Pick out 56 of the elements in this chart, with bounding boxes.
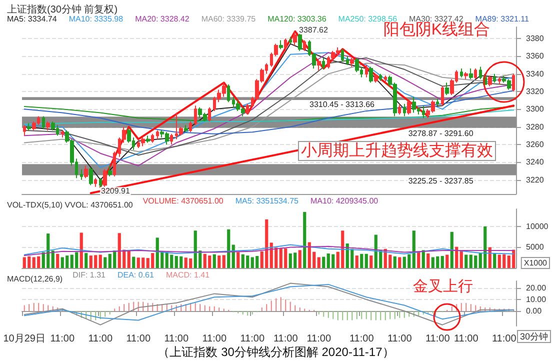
annotation: 小周期上升趋势线支撑有效 xyxy=(301,142,493,160)
chart-title: VOL-TDX(5,10) VVOL: 4370651.00 xyxy=(7,200,134,210)
text: MA10: 4209345.00 xyxy=(310,196,379,206)
text: （上证指数 30分钟线分析图解 2020-11-17） xyxy=(158,345,394,359)
text: VOLUME: 4370651.00 xyxy=(142,196,224,206)
y-tick-label: 3320 xyxy=(526,87,544,96)
text: MA5: 3351534.75 xyxy=(235,196,300,206)
band-label: 3278.87 - 3291.60 xyxy=(408,129,474,138)
x-tick-label: 11:00 xyxy=(454,334,479,344)
band-label: 3225.25 - 3237.85 xyxy=(408,176,474,186)
y-tick-label: 10000 xyxy=(526,222,549,231)
annotation: 金叉上行 xyxy=(413,278,473,295)
x-tick-label: 11:00 xyxy=(88,334,113,344)
text: MA250: 3298.56 xyxy=(338,14,398,24)
band-label: 3310.45 - 3313.66 xyxy=(310,100,376,109)
x-tick-label: 11:00 xyxy=(202,334,227,344)
x-tick-label: 11:00 xyxy=(492,334,517,344)
text: X1000 xyxy=(524,258,548,268)
x-tick-label: 11:00 xyxy=(126,334,151,344)
chart-title: MACD(12,26,9) xyxy=(7,274,63,284)
text: MA5: 3334.74 xyxy=(7,14,58,24)
x-tick-label: 11:00 xyxy=(349,334,374,344)
y-tick-label: 3240 xyxy=(526,158,544,167)
y-tick-label: 3380 xyxy=(526,34,544,43)
text: DEA: 0.61 xyxy=(117,270,154,280)
x-tick-label: 11:00 xyxy=(387,334,412,344)
text: MA20: 3328.42 xyxy=(135,14,190,24)
x-tick-label: 11:00 xyxy=(273,334,298,344)
text: MA30: 3327.42 xyxy=(409,14,464,24)
y-tick-label: 20.00 xyxy=(526,283,547,292)
x-tick-label: 11:00 xyxy=(240,334,265,344)
y-tick-label: 10.00 xyxy=(526,294,547,304)
annotation: 3387.62 xyxy=(299,26,328,34)
y-tick-label: 0.00 xyxy=(526,306,542,316)
text: MACD: 1.41 xyxy=(166,270,210,280)
x-tick-label: 11:00 xyxy=(425,334,450,344)
x-tick-label: 11:00 xyxy=(164,334,189,344)
x-tick-label: 10月29日 xyxy=(3,334,46,344)
y-tick-label: 3280 xyxy=(526,122,544,132)
y-tick-label: 3340 xyxy=(526,69,544,78)
text: MA60: 3339.75 xyxy=(201,14,256,24)
text: 30分钟 xyxy=(520,332,548,342)
annotation: 3209.91 xyxy=(101,186,130,196)
text: MA89: 3321.11 xyxy=(475,14,530,24)
y-tick-label: 3360 xyxy=(526,52,544,61)
x-tick-label: 11:00 xyxy=(50,334,75,344)
annotation: 阳包阴K线组合 xyxy=(383,20,490,38)
y-tick-label: 3220 xyxy=(526,175,544,184)
y-tick-label: 3260 xyxy=(526,140,544,150)
y-tick-label: 3300 xyxy=(526,104,544,114)
text: MA120: 3303.36 xyxy=(268,14,327,24)
y-tick-label: 5000 xyxy=(526,242,544,252)
text: DIF: 1.31 xyxy=(72,270,106,280)
x-tick-label: 11:00 xyxy=(306,334,332,344)
text: MA10: 3335.98 xyxy=(68,14,124,24)
chart-title: 上证指数(30分钟 前复权) xyxy=(7,4,118,16)
